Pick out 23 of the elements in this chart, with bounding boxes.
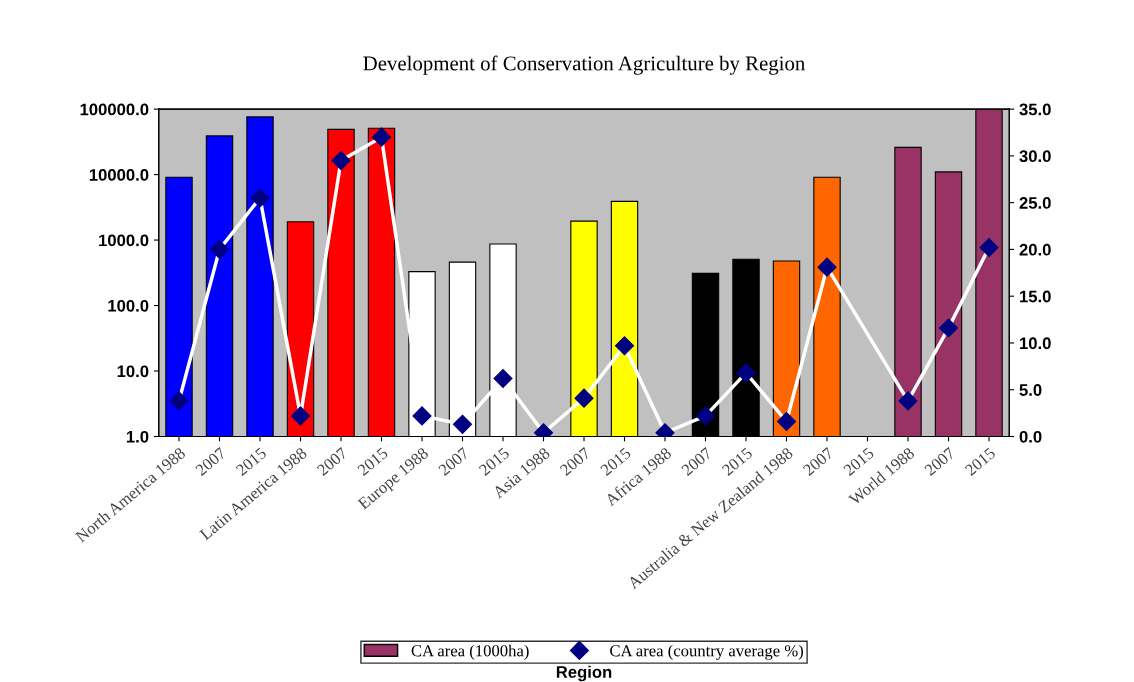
y2-tick-label: 0.0	[1019, 430, 1042, 443]
y2-tick-label: 35.0	[1019, 103, 1051, 116]
x-tick-label: 2015	[478, 446, 511, 477]
y2-tick-label: 25.0	[1019, 197, 1051, 209]
y2-tick-label: 30.0	[1019, 150, 1051, 163]
y2-tick-label: 5.0	[1019, 384, 1042, 396]
y-tick-label: 1000.0	[99, 234, 149, 247]
y-tick-label: 100000.0	[80, 103, 149, 116]
chart-title: Development of Conservation Agriculture by Region	[363, 55, 805, 75]
x-tick-label: 2015	[964, 446, 997, 477]
x-tick-label: 2015	[356, 446, 389, 477]
x-tick-label: 2015	[235, 446, 268, 477]
y-tick-label: 10.0	[117, 365, 149, 378]
y2-tick-label: 10.0	[1020, 337, 1051, 350]
legend-label: CA area (country average %)	[610, 644, 804, 660]
y2-tick-label: 15.0	[1020, 290, 1051, 303]
y-tick-label: 10000.0	[89, 168, 149, 181]
y-tick-label: 1.0	[126, 430, 149, 443]
x-tick-label: 2015	[599, 446, 632, 477]
legend-label: CA area (1000ha)	[411, 644, 529, 660]
x-axis-title: Region	[556, 665, 612, 682]
y2-tick-label: 20.0	[1019, 243, 1051, 256]
y-tick-label: 100.0	[108, 299, 149, 312]
